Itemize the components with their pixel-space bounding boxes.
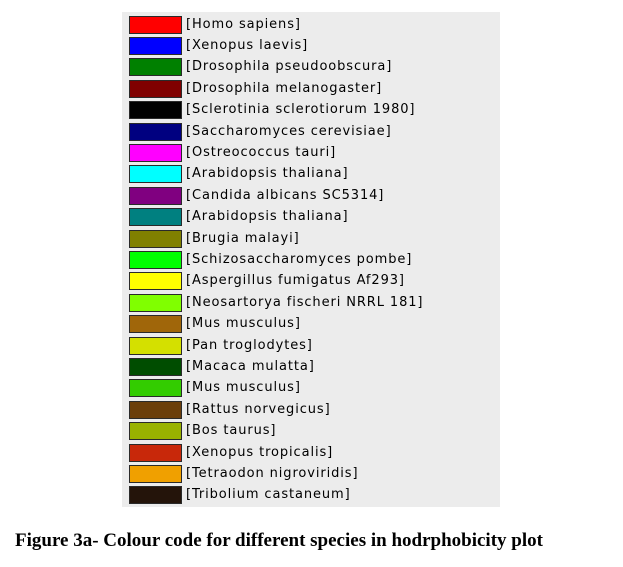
legend-item: [Candida albicans SC5314] bbox=[129, 185, 423, 206]
color-swatch bbox=[129, 379, 182, 398]
legend-item: [Tetraodon nigroviridis] bbox=[129, 463, 423, 484]
species-label: [Tetraodon nigroviridis] bbox=[186, 465, 359, 481]
color-swatch bbox=[129, 315, 182, 334]
color-swatch bbox=[129, 79, 182, 98]
color-swatch bbox=[129, 186, 182, 205]
color-swatch bbox=[129, 208, 182, 227]
legend-item: [Drosophila pseudoobscura] bbox=[129, 57, 423, 78]
legend-item: [Drosophila melanogaster] bbox=[129, 78, 423, 99]
legend-item: [Bos taurus] bbox=[129, 420, 423, 441]
legend-item: [Mus musculus] bbox=[129, 313, 423, 334]
legend-item: [Rattus norvegicus] bbox=[129, 399, 423, 420]
legend-item: [Arabidopsis thaliana] bbox=[129, 164, 423, 185]
legend-item: [Homo sapiens] bbox=[129, 14, 423, 35]
color-swatch bbox=[129, 122, 182, 141]
species-label: [Arabidopsis thaliana] bbox=[186, 166, 349, 182]
species-label: [Ostreococcus tauri] bbox=[186, 145, 337, 161]
species-label: [Homo sapiens] bbox=[186, 16, 301, 32]
color-swatch bbox=[129, 250, 182, 269]
species-label: [Aspergillus fumigatus Af293] bbox=[186, 273, 405, 289]
color-swatch bbox=[129, 443, 182, 462]
color-swatch bbox=[129, 464, 182, 483]
species-color-legend: [Homo sapiens] [Xenopus laevis] [Drosophil… bbox=[122, 12, 500, 507]
species-label: [Xenopus tropicalis] bbox=[186, 444, 334, 460]
species-label: [Neosartorya fischeri NRRL 181] bbox=[186, 294, 424, 310]
species-label: [Macaca mulatta] bbox=[186, 358, 315, 374]
species-label: [Schizosaccharomyces pombe] bbox=[186, 251, 413, 267]
species-label: [Bos taurus] bbox=[186, 423, 277, 439]
species-label: [Pan troglodytes] bbox=[186, 337, 313, 353]
species-label: [Tribolium castaneum] bbox=[186, 487, 351, 503]
color-swatch bbox=[129, 422, 182, 441]
species-label: [Saccharomyces cerevisiae] bbox=[186, 123, 392, 139]
legend-item: [Xenopus laevis] bbox=[129, 35, 423, 56]
species-label: [Xenopus laevis] bbox=[186, 38, 309, 54]
species-label: [Drosophila melanogaster] bbox=[186, 80, 383, 96]
color-swatch bbox=[129, 272, 182, 291]
legend-item: [Aspergillus fumigatus Af293] bbox=[129, 271, 423, 292]
legend-list: [Homo sapiens] [Xenopus laevis] [Drosophil… bbox=[129, 14, 423, 506]
color-swatch bbox=[129, 336, 182, 355]
species-label: [Candida albicans SC5314] bbox=[186, 187, 385, 203]
legend-item: [Sclerotinia sclerotiorum 1980] bbox=[129, 100, 423, 121]
legend-item: [Macaca mulatta] bbox=[129, 356, 423, 377]
species-label: [Arabidopsis thaliana] bbox=[186, 209, 349, 225]
legend-item: [Ostreococcus tauri] bbox=[129, 142, 423, 163]
legend-item: [Pan troglodytes] bbox=[129, 335, 423, 356]
legend-item: [Mus musculus] bbox=[129, 378, 423, 399]
legend-item: [Schizosaccharomyces pombe] bbox=[129, 249, 423, 270]
legend-item: [Arabidopsis thaliana] bbox=[129, 207, 423, 228]
legend-item: [Brugia malayi] bbox=[129, 228, 423, 249]
species-label: [Sclerotinia sclerotiorum 1980] bbox=[186, 102, 416, 118]
color-swatch bbox=[129, 400, 182, 419]
color-swatch bbox=[129, 15, 182, 34]
figure-caption: Figure 3a- Colour code for different spe… bbox=[15, 530, 543, 551]
species-label: [Mus musculus] bbox=[186, 316, 301, 332]
color-swatch bbox=[129, 165, 182, 184]
legend-item: [Neosartorya fischeri NRRL 181] bbox=[129, 292, 423, 313]
legend-item: [Saccharomyces cerevisiae] bbox=[129, 121, 423, 142]
color-swatch bbox=[129, 486, 182, 505]
color-swatch bbox=[129, 144, 182, 163]
color-swatch bbox=[129, 229, 182, 248]
color-swatch bbox=[129, 101, 182, 120]
species-label: [Brugia malayi] bbox=[186, 230, 300, 246]
color-swatch bbox=[129, 37, 182, 56]
color-swatch bbox=[129, 293, 182, 312]
color-swatch bbox=[129, 58, 182, 77]
species-label: [Rattus norvegicus] bbox=[186, 401, 331, 417]
legend-item: [Tribolium castaneum] bbox=[129, 485, 423, 506]
species-label: [Drosophila pseudoobscura] bbox=[186, 59, 393, 75]
legend-item: [Xenopus tropicalis] bbox=[129, 442, 423, 463]
species-label: [Mus musculus] bbox=[186, 380, 301, 396]
color-swatch bbox=[129, 357, 182, 376]
